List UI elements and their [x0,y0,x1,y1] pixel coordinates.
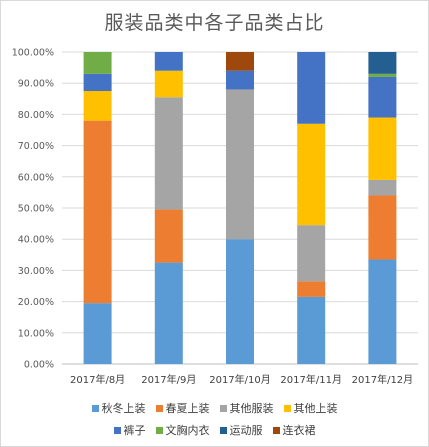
legend-row: 秋冬上装 春夏上装 其他服装 其他上装 [0,397,429,419]
legend-label: 文胸内衣 [165,424,210,437]
x-tick-label: 2017年/8月 [70,373,125,386]
legend-item: 春夏上装 [155,400,210,416]
bar-segment [154,70,183,98]
y-tick-label: 60.00% [18,172,54,183]
legend-swatch [272,426,280,434]
y-tick-label: 10.00% [18,328,54,339]
legend-label: 连衣裙 [282,424,316,437]
x-tick-label: 2017年/10月 [209,373,271,386]
chart-title: 服装品类中各子品类占比 [104,12,325,34]
y-tick-label: 40.00% [18,235,54,246]
legend-item: 运动服 [219,422,263,438]
y-tick-label: 50.00% [18,204,54,215]
legend-item: 裤子 [113,422,146,438]
legend-swatch [155,426,163,434]
bar-segment [226,52,254,71]
x-tick-label: 2017年/9月 [141,373,196,386]
legend-swatch [219,426,227,434]
bar-segment [154,97,183,210]
bar-segment [368,73,397,77]
bar-segment [297,123,326,226]
bar-segment [368,76,397,118]
legend-swatch [91,404,99,412]
x-tick-label: 2017年/11月 [280,373,342,386]
legend: 秋冬上装 春夏上装 其他服装 其他上装裤子 文胸内衣 运动服 连衣裙 [0,397,429,441]
plot-area: 0.00% 10.00% 20.00% 30.00% 40.00% 50.00% 60.00… [12,48,418,386]
legend-item: 连衣裙 [272,422,316,438]
bar-segment [368,259,397,364]
x-tick-label: 2017年/12月 [352,373,414,386]
legend-label: 其他上装 [293,402,338,415]
legend-row: 裤子 文胸内衣 运动服 连衣裙 [0,419,429,441]
y-tick-label: 80.00% [18,110,54,121]
legend-label: 春夏上装 [165,402,210,415]
bar-segment [368,117,397,180]
bar-segment [297,225,326,282]
bar-segment [368,52,397,74]
legend-label: 裤子 [123,424,146,437]
bar-segment [297,296,326,364]
legend-swatch [113,426,121,434]
y-tick-label: 100.00% [12,48,54,59]
bar-segment [83,120,112,304]
legend-label: 其他服装 [229,402,274,415]
y-tick-label: 20.00% [18,297,54,308]
legend-item: 文胸内衣 [155,422,210,438]
legend-swatch [155,404,163,412]
legend-swatch [283,404,291,412]
legend-label: 运动服 [229,424,263,437]
bar-segment [226,239,254,364]
bar-segment [154,262,183,364]
bar-segment [83,303,112,364]
bar-segment [83,73,112,91]
legend-item: 其他服装 [219,400,274,416]
y-tick-label: 30.00% [18,266,54,277]
legend-label: 秋冬上装 [101,402,146,415]
y-tick-label: 70.00% [18,141,54,152]
bar-segment [368,179,397,196]
bar-segment [154,209,183,263]
bar-segment [368,195,397,260]
bar-segment [226,70,254,90]
y-tick-label: 0.00% [24,360,54,371]
legend-swatch [219,404,227,412]
bar-segment [297,281,326,297]
bar-segment [297,52,326,124]
bar-segment [83,91,112,121]
y-tick-label: 90.00% [18,79,54,90]
bar-segment [154,52,183,71]
legend-item: 其他上装 [283,400,338,416]
legend-item: 秋冬上装 [91,400,146,416]
bar-segment [226,89,254,240]
bar-segment [83,52,112,74]
